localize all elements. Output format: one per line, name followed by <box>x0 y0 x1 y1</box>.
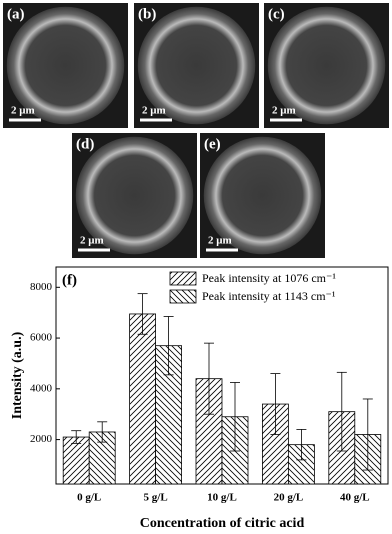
y-tick-label: 6000 <box>30 332 53 344</box>
y-tick-label: 8000 <box>30 281 53 293</box>
error-bar <box>270 373 281 435</box>
legend-label: Peak intensity at 1076 cm⁻¹ <box>202 271 336 285</box>
error-bar <box>71 430 82 444</box>
sem-pit <box>203 136 322 255</box>
sem-pit <box>6 6 125 125</box>
y-axis-label: Intensity (a.u.) <box>10 331 25 419</box>
sem-pit <box>137 6 256 125</box>
sem-pit <box>75 136 194 255</box>
x-axis-label: Concentration of citric acid <box>140 516 305 531</box>
scale-label: 2 μm <box>142 105 166 117</box>
x-tick-label: 5 g/L <box>144 492 168 504</box>
x-tick-label: 40 g/L <box>340 492 370 504</box>
legend-swatch <box>169 289 197 304</box>
error-bar <box>362 398 373 471</box>
y-tick-label: 4000 <box>30 382 53 394</box>
bar <box>62 436 90 485</box>
bar <box>129 313 157 485</box>
x-tick-label: 10 g/L <box>207 492 237 504</box>
panel-label: (c) <box>268 6 285 22</box>
legend-label: Peak intensity at 1143 cm⁻¹ <box>202 289 336 303</box>
panel-label: (d) <box>76 136 94 152</box>
x-tick-label: 0 g/L <box>77 492 101 504</box>
error-bar <box>137 293 148 335</box>
legend-swatch <box>169 271 197 286</box>
scale-label: 2 μm <box>11 105 35 117</box>
scale-label: 2 μm <box>80 235 104 247</box>
sem-pit <box>267 6 386 125</box>
error-bar <box>97 421 108 443</box>
panel-label: (e) <box>204 136 221 152</box>
panel-label: (a) <box>7 6 25 22</box>
error-bar <box>230 382 240 452</box>
error-bar <box>336 371 347 452</box>
y-tick-label: 2000 <box>30 433 53 445</box>
error-bar <box>204 342 214 415</box>
error-bar <box>296 429 307 461</box>
x-tick-label: 20 g/L <box>274 492 304 504</box>
error-bar <box>163 316 174 376</box>
panel-label: (f) <box>62 272 77 288</box>
scale-label: 2 μm <box>272 105 296 117</box>
scale-label: 2 μm <box>208 235 232 247</box>
panel-label: (b) <box>138 6 156 22</box>
